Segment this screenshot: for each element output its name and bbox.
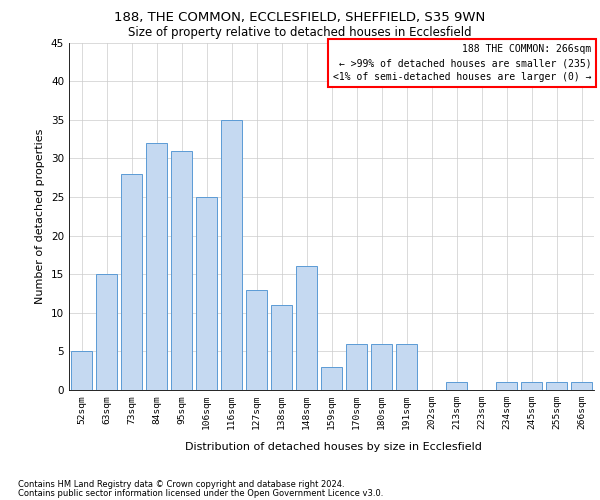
Bar — [221, 120, 242, 390]
Bar — [396, 344, 417, 390]
Bar — [546, 382, 567, 390]
Y-axis label: Number of detached properties: Number of detached properties — [35, 128, 46, 304]
Text: Contains public sector information licensed under the Open Government Licence v3: Contains public sector information licen… — [18, 488, 383, 498]
Bar — [121, 174, 142, 390]
Text: Contains HM Land Registry data © Crown copyright and database right 2024.: Contains HM Land Registry data © Crown c… — [18, 480, 344, 489]
Text: Size of property relative to detached houses in Ecclesfield: Size of property relative to detached ho… — [128, 26, 472, 39]
Bar — [571, 382, 592, 390]
Bar — [271, 305, 292, 390]
Bar — [496, 382, 517, 390]
Bar — [96, 274, 117, 390]
Bar — [371, 344, 392, 390]
Bar — [246, 290, 267, 390]
Bar — [71, 352, 92, 390]
Bar — [196, 197, 217, 390]
Bar — [146, 143, 167, 390]
Text: Distribution of detached houses by size in Ecclesfield: Distribution of detached houses by size … — [185, 442, 481, 452]
Bar — [446, 382, 467, 390]
Text: 188, THE COMMON, ECCLESFIELD, SHEFFIELD, S35 9WN: 188, THE COMMON, ECCLESFIELD, SHEFFIELD,… — [115, 12, 485, 24]
Text: 188 THE COMMON: 266sqm
← >99% of detached houses are smaller (235)
<1% of semi-d: 188 THE COMMON: 266sqm ← >99% of detache… — [333, 44, 592, 82]
Bar — [171, 150, 192, 390]
Bar — [521, 382, 542, 390]
Bar — [321, 367, 342, 390]
Bar — [296, 266, 317, 390]
Bar — [346, 344, 367, 390]
